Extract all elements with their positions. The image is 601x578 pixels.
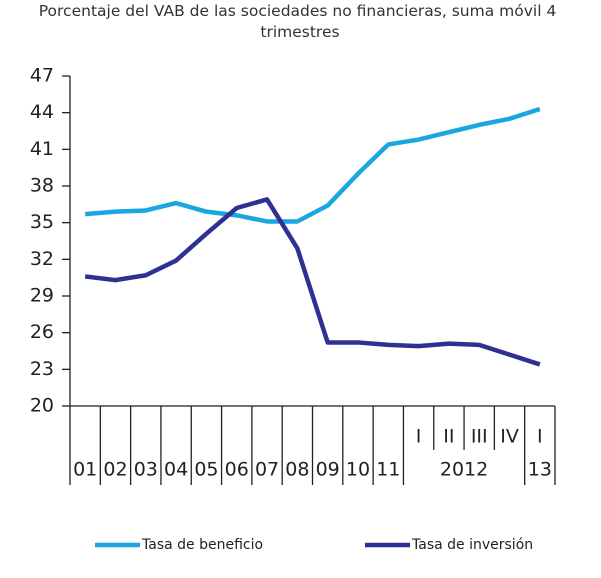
- x-tick-label: 06: [225, 459, 249, 481]
- x-tick-label: 01: [73, 459, 97, 481]
- x-tick-label: 10: [346, 459, 370, 481]
- y-tick-label: 32: [30, 248, 54, 270]
- x-group-label: 13: [528, 459, 552, 481]
- y-tick-label: 26: [30, 321, 54, 343]
- chart-title: Porcentaje del VAB de las sociedades no …: [39, 2, 561, 41]
- y-tick-label: 35: [30, 211, 54, 233]
- x-tick-label: III: [471, 426, 488, 448]
- y-tick-label: 29: [30, 285, 54, 307]
- x-group-label: 2012: [440, 459, 488, 481]
- y-tick-label: 20: [30, 395, 54, 417]
- x-tick-label: 08: [285, 459, 309, 481]
- x-tick-label: I: [416, 426, 422, 448]
- x-tick-label: II: [443, 426, 454, 448]
- series-line: [84, 106, 541, 224]
- x-tick-label: 07: [255, 459, 279, 481]
- x-tick-label: IV: [500, 426, 519, 448]
- y-tick-label: 47: [30, 65, 54, 87]
- series-line: [84, 197, 541, 367]
- x-tick-label: 11: [376, 459, 400, 481]
- legend-label: Tasa de beneficio: [141, 537, 263, 553]
- y-tick-label: 41: [30, 138, 54, 160]
- x-tick-label: 04: [164, 459, 188, 481]
- x-tick-label: 02: [103, 459, 127, 481]
- x-tick-label: 05: [194, 459, 218, 481]
- y-tick-label: 38: [30, 175, 54, 197]
- x-tick-label: 03: [134, 459, 158, 481]
- x-tick-label: I: [537, 426, 543, 448]
- x-tick-label: 09: [316, 459, 340, 481]
- y-tick-label: 44: [30, 101, 54, 123]
- legend-label: Tasa de inversión: [411, 537, 533, 553]
- y-tick-label: 23: [30, 358, 54, 380]
